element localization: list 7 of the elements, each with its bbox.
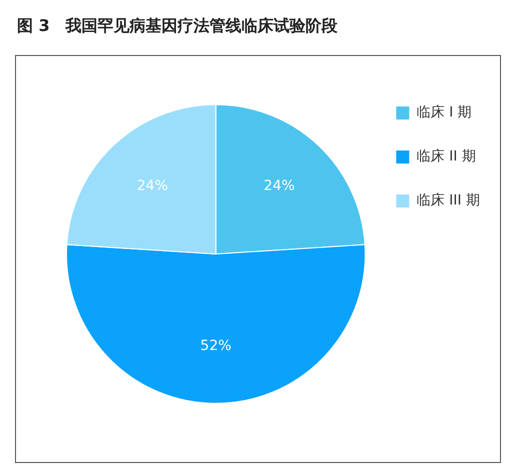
legend-label: 临床 II 期: [416, 148, 476, 165]
legend-label: 临床 I 期: [416, 104, 472, 121]
legend-label: 临床 III 期: [416, 192, 480, 209]
data-label: 24%: [136, 178, 168, 194]
data-label: 52%: [200, 338, 232, 354]
chart-title: 图 3 我国罕见病基因疗法管线临床试验阶段: [17, 16, 338, 37]
data-label: 24%: [264, 178, 295, 194]
